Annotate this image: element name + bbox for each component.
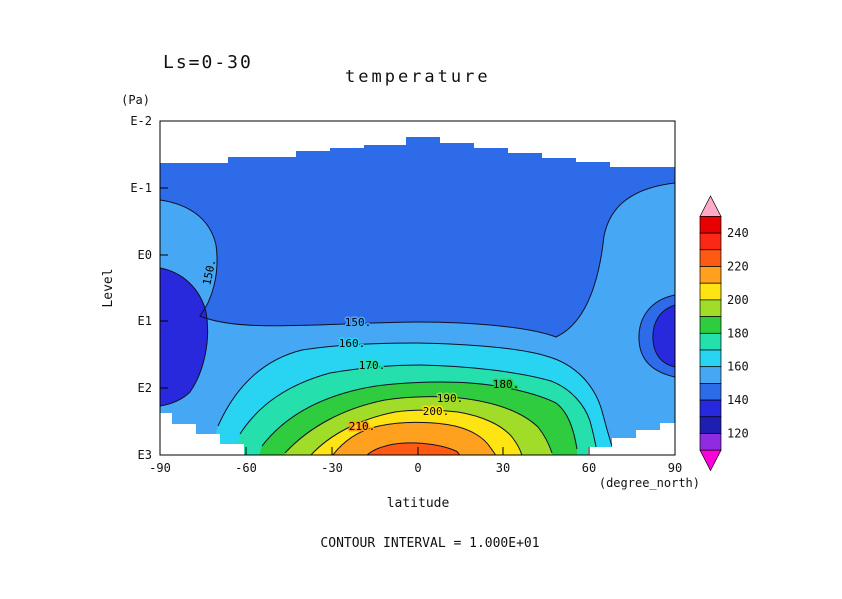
colorbar-label: 200 bbox=[727, 293, 749, 307]
y-tick-label: E3 bbox=[138, 448, 152, 462]
colorbar-top-arrow bbox=[699, 195, 722, 217]
contour-label-170: 170. bbox=[359, 359, 386, 372]
colorbar-segment bbox=[699, 332, 722, 351]
x-axis-ticks bbox=[159, 447, 676, 455]
y-tick-label: E0 bbox=[138, 248, 152, 262]
x-axis-title: latitude bbox=[387, 496, 450, 511]
contour-label-180: 180. bbox=[493, 378, 520, 391]
colorbar-segment bbox=[699, 316, 722, 334]
colorbar-label: 140 bbox=[727, 393, 749, 407]
colorbar-segment bbox=[699, 299, 722, 317]
contour-line-200 bbox=[309, 409, 523, 455]
y-axis-title: Level bbox=[101, 268, 116, 307]
cold-pocket-130-140-left bbox=[160, 268, 208, 406]
colorbar-label: 220 bbox=[727, 260, 749, 274]
colorbar-segment bbox=[699, 282, 722, 301]
x-tick-label: -60 bbox=[235, 461, 257, 475]
caption-contour-interval: CONTOUR INTERVAL = 1.000E+01 bbox=[320, 536, 539, 551]
x-tick-label: 90 bbox=[668, 461, 682, 475]
colorbar-label: 160 bbox=[727, 360, 749, 374]
x-tick-label: 30 bbox=[496, 461, 510, 475]
contour-label-190: 190. bbox=[437, 392, 464, 405]
contour-line-170 bbox=[239, 364, 598, 453]
contour-line-190 bbox=[284, 396, 553, 454]
colorbar-segment bbox=[699, 232, 722, 251]
colorbar-segment bbox=[699, 416, 722, 434]
x-tick-label: 60 bbox=[582, 461, 596, 475]
colorbar-segment bbox=[699, 383, 722, 401]
patch-130-140-right bbox=[652, 305, 675, 367]
x-tick-label: -30 bbox=[321, 461, 343, 475]
colorbar-segment bbox=[699, 433, 722, 451]
contour-line-150-right bbox=[638, 294, 675, 378]
contour-line-160 bbox=[217, 342, 614, 450]
band-ge-220-core bbox=[362, 442, 460, 455]
colorbar-segment bbox=[699, 399, 722, 418]
y-tick-label: E-1 bbox=[130, 181, 152, 195]
contour-line-150 bbox=[160, 182, 675, 338]
contour-label-150: 150. bbox=[345, 316, 372, 329]
contour-line-180 bbox=[261, 381, 578, 450]
y-tick-label: E-2 bbox=[130, 114, 152, 128]
y-tick-label: E1 bbox=[138, 314, 152, 328]
colorbar-segment bbox=[699, 349, 722, 368]
contour-line-140-left bbox=[160, 267, 209, 407]
colorbar-segment bbox=[699, 266, 722, 284]
season-title: Ls=0-30 bbox=[163, 52, 253, 73]
contour-field: 150. 150. 160. 170. 180. 190. 200. 210. bbox=[160, 137, 675, 455]
colorbar-bottom-arrow bbox=[699, 449, 722, 472]
contour-line-140-right bbox=[652, 304, 675, 368]
contour-line-210 bbox=[331, 421, 497, 455]
x-tick-label: -90 bbox=[149, 461, 171, 475]
colorbar-segment bbox=[699, 366, 722, 384]
colorbar-label: 180 bbox=[727, 326, 749, 340]
contour-label-200: 200. bbox=[423, 405, 450, 418]
colorbar-segment bbox=[699, 216, 722, 234]
contour-line-220 bbox=[365, 442, 461, 455]
y-axis-ticks bbox=[160, 120, 168, 456]
plot-title: temperature bbox=[345, 67, 491, 87]
x-axis-unit: (degree_north) bbox=[599, 476, 700, 490]
contour-label-210: 210. bbox=[349, 420, 376, 433]
colorbar-label: 120 bbox=[727, 427, 749, 441]
colorbar: 240 220 200 180 160 140 120 bbox=[699, 195, 749, 472]
contour-label-160: 160. bbox=[339, 337, 366, 350]
y-tick-label: E2 bbox=[138, 381, 152, 395]
colorbar-segment bbox=[699, 249, 722, 267]
x-tick-label: 0 bbox=[414, 461, 421, 475]
y-axis-unit: (Pa) bbox=[121, 93, 150, 107]
colorbar-label: 240 bbox=[727, 226, 749, 240]
